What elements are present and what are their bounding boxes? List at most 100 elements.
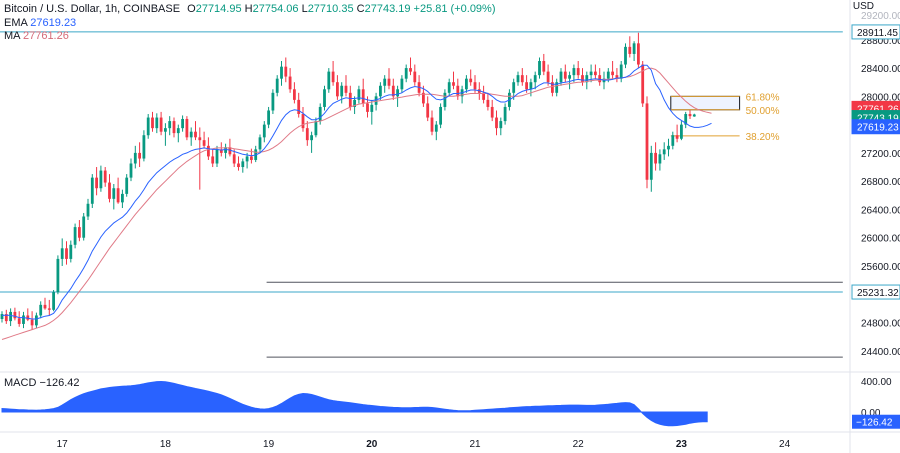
candle bbox=[615, 68, 619, 83]
macd-legend[interactable]: MACD −126.42 bbox=[4, 377, 80, 389]
candle bbox=[426, 96, 430, 122]
candle bbox=[383, 75, 387, 93]
candle bbox=[288, 68, 292, 93]
candle bbox=[237, 156, 240, 171]
candle bbox=[637, 32, 640, 69]
candle-body bbox=[533, 75, 537, 83]
candle bbox=[443, 89, 447, 111]
candle-body bbox=[581, 75, 584, 83]
price-tick: 27200.00 bbox=[861, 149, 900, 160]
candle-body bbox=[344, 85, 348, 93]
candle bbox=[4, 309, 8, 324]
ema-legend[interactable]: EMA 27619.23 bbox=[4, 17, 76, 29]
candle bbox=[310, 131, 313, 153]
price-label-text: 27743.19 bbox=[857, 114, 899, 125]
price-tick: 24800.00 bbox=[861, 319, 900, 330]
candle bbox=[336, 75, 339, 100]
candle-body bbox=[576, 68, 580, 76]
candle-body bbox=[327, 71, 331, 90]
candle bbox=[611, 61, 614, 79]
candle-body bbox=[443, 92, 447, 107]
candle bbox=[258, 134, 262, 153]
time-tick-19: 19 bbox=[263, 439, 275, 450]
candle bbox=[555, 78, 559, 97]
candle-body bbox=[99, 170, 103, 189]
candle-body bbox=[189, 131, 193, 138]
candle bbox=[465, 75, 468, 93]
open-value: 27714.95 bbox=[195, 3, 242, 15]
macd-legend-label: MACD bbox=[4, 377, 37, 389]
candle bbox=[619, 61, 623, 83]
price-label-box bbox=[851, 284, 900, 300]
price-label-box bbox=[851, 119, 900, 135]
low-label: L bbox=[301, 3, 308, 15]
candle-body bbox=[619, 64, 623, 79]
candle bbox=[293, 82, 296, 104]
candle-body bbox=[654, 152, 657, 164]
candle bbox=[116, 177, 120, 204]
candle-body bbox=[146, 117, 150, 136]
candle-body bbox=[336, 82, 339, 97]
candle-body bbox=[447, 82, 451, 93]
fib-label-2: 38.20% bbox=[746, 132, 780, 143]
candle-body bbox=[546, 71, 550, 83]
candle bbox=[581, 68, 584, 86]
candle bbox=[202, 131, 206, 149]
candle bbox=[422, 85, 425, 107]
candle bbox=[387, 68, 391, 90]
candle bbox=[232, 149, 236, 168]
candle-body bbox=[310, 135, 313, 141]
candle-body bbox=[589, 71, 593, 76]
candle bbox=[495, 110, 498, 136]
price-label-4: 25231.32 bbox=[851, 284, 900, 300]
candle-body bbox=[473, 82, 477, 90]
candle bbox=[176, 124, 180, 143]
candle bbox=[499, 117, 503, 136]
candle-body bbox=[456, 85, 460, 97]
candle-body bbox=[525, 82, 528, 90]
fib-zone-box bbox=[670, 95, 741, 111]
price-tick-partial: 29200.00 bbox=[861, 11, 900, 22]
high-label: H bbox=[244, 3, 253, 15]
ema-legend-value: 27619.23 bbox=[30, 17, 77, 29]
candle bbox=[284, 57, 288, 83]
candle-body bbox=[43, 304, 47, 309]
candle-body bbox=[628, 46, 632, 54]
candle-body bbox=[555, 82, 559, 93]
fib-label-0: 61.80% bbox=[746, 92, 780, 103]
symbol-title: Bitcoin / U.S. Dollar, 1h, COINBASE bbox=[4, 3, 181, 15]
candle bbox=[439, 103, 442, 129]
candle-body bbox=[129, 163, 133, 178]
candle bbox=[568, 71, 571, 90]
candle-body bbox=[211, 156, 215, 164]
candle-body bbox=[155, 117, 159, 129]
price-tick: 28400.00 bbox=[861, 64, 900, 75]
candle-body bbox=[250, 156, 253, 160]
price-tick: 26800.00 bbox=[861, 177, 900, 188]
candle-body bbox=[503, 106, 507, 122]
candle-body bbox=[649, 152, 653, 180]
ma-legend[interactable]: MA 27761.26 bbox=[4, 30, 69, 42]
candle-body bbox=[215, 149, 219, 164]
candle bbox=[108, 174, 111, 203]
candle-body bbox=[357, 89, 361, 100]
price-tick: 26400.00 bbox=[861, 205, 900, 216]
candle bbox=[516, 71, 520, 86]
candle bbox=[155, 113, 159, 134]
candle-body bbox=[138, 152, 141, 159]
candle bbox=[331, 61, 335, 86]
macd-value-text: −126.42 bbox=[856, 418, 893, 429]
candle-body bbox=[387, 78, 391, 86]
time-axis: 17 18 19 20 21 22 23 24 bbox=[57, 439, 791, 450]
candle bbox=[632, 41, 636, 62]
candle-body bbox=[353, 99, 356, 107]
candle-body bbox=[125, 177, 129, 194]
candle-body bbox=[396, 89, 399, 97]
candle bbox=[361, 78, 365, 107]
candle bbox=[194, 121, 197, 141]
candle bbox=[409, 57, 412, 76]
candle bbox=[417, 75, 421, 97]
ma-legend-value: 27761.26 bbox=[22, 30, 69, 42]
candle bbox=[430, 110, 434, 136]
